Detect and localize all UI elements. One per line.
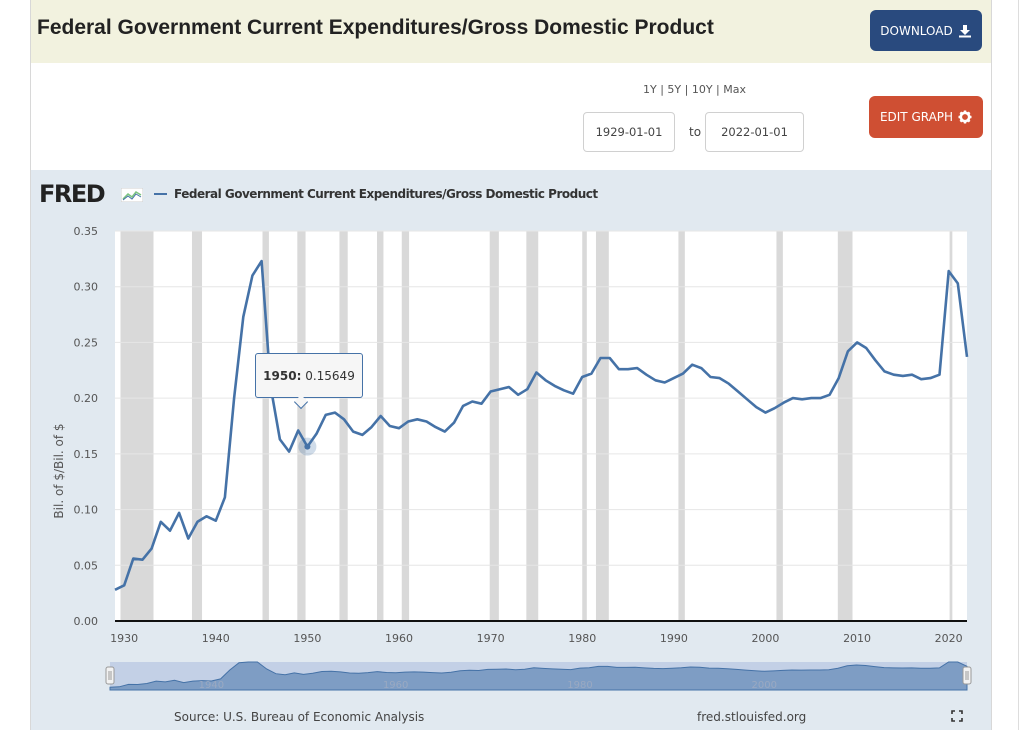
y-tick-label: 0.35 bbox=[74, 225, 99, 238]
x-tick-label: 1930 bbox=[110, 632, 138, 645]
y-tick-label: 0.15 bbox=[74, 448, 99, 461]
recession-band bbox=[297, 231, 306, 621]
tooltip-value: 0.15649 bbox=[305, 368, 355, 383]
download-icon bbox=[958, 24, 971, 37]
navigator-label: 2000 bbox=[752, 680, 777, 691]
x-tick-label: 2000 bbox=[751, 632, 779, 645]
legend-label: Federal Government Current Expenditures/… bbox=[174, 187, 598, 201]
y-tick-label: 0.05 bbox=[74, 559, 99, 572]
y-tick-label: 0.25 bbox=[74, 336, 99, 349]
navigator-label: 1960 bbox=[383, 680, 408, 691]
range-links[interactable]: 1Y | 5Y | 10Y | Max bbox=[643, 83, 746, 96]
edit-graph-button-label: EDIT GRAPH bbox=[879, 110, 954, 124]
navigator-area bbox=[109, 661, 968, 691]
x-tick-label: 1970 bbox=[477, 632, 505, 645]
to-label: to bbox=[689, 125, 702, 139]
recession-band bbox=[191, 231, 203, 621]
graph-panel: Federal Government Current Expenditures/… bbox=[30, 0, 992, 730]
x-tick-label: 1960 bbox=[385, 632, 413, 645]
page-title: Federal Government Current Expenditures/… bbox=[37, 16, 714, 39]
recession-band bbox=[339, 231, 348, 621]
navigator-handle[interactable] bbox=[962, 666, 972, 685]
recession-band bbox=[595, 231, 609, 621]
tooltip: 1950: 0.15649 bbox=[255, 353, 363, 398]
navigator-label: 1940 bbox=[199, 680, 224, 691]
plot-background bbox=[115, 231, 967, 621]
legend[interactable]: Federal Government Current Expenditures/… bbox=[154, 187, 598, 201]
navigator-label: 1980 bbox=[567, 680, 592, 691]
download-button-label: DOWNLOAD bbox=[880, 23, 953, 38]
y-axis-label-text: Bil. of $/Bil. of $ bbox=[52, 423, 66, 519]
recession-band bbox=[262, 231, 269, 621]
source-text: Source: U.S. Bureau of Economic Analysis bbox=[174, 710, 425, 724]
navigator-handle[interactable] bbox=[105, 666, 115, 685]
recession-band bbox=[377, 231, 384, 621]
start-date-input[interactable]: 1929-01-01 bbox=[583, 112, 675, 152]
recession-band bbox=[582, 231, 587, 621]
title-bar: Federal Government Current Expenditures/… bbox=[31, 0, 991, 63]
y-tick-label: 0.00 bbox=[74, 615, 99, 628]
chart-area: 0.00 0.05 0.10 0.15 0.20 0.25 0.30 0.35 1930 1940… bbox=[31, 170, 991, 730]
recession-band bbox=[678, 231, 685, 621]
y-tick-label: 0.10 bbox=[74, 504, 99, 517]
page-divider bbox=[1018, 0, 1019, 730]
recession-band bbox=[949, 231, 953, 621]
x-tick-label: 2010 bbox=[843, 632, 871, 645]
fullscreen-icon[interactable] bbox=[951, 710, 963, 722]
y-tick-label: 0.30 bbox=[74, 281, 99, 294]
end-date-input[interactable]: 2022-01-01 bbox=[705, 112, 804, 152]
site-link[interactable]: fred.stlouisfed.org bbox=[697, 710, 807, 724]
recession-band bbox=[401, 231, 410, 621]
series-line bbox=[114, 259, 969, 591]
x-tick-label: 1990 bbox=[660, 632, 688, 645]
recession-band bbox=[120, 231, 154, 621]
hover-point[interactable] bbox=[304, 443, 311, 450]
x-tick-label: 1950 bbox=[293, 632, 321, 645]
fred-logo: FRED bbox=[39, 180, 106, 208]
gear-icon bbox=[958, 110, 972, 124]
recession-band bbox=[526, 231, 539, 621]
x-tick-label: 1980 bbox=[568, 632, 596, 645]
download-button[interactable]: DOWNLOAD bbox=[870, 10, 982, 51]
y-tick-label: 0.20 bbox=[74, 392, 99, 405]
recession-band bbox=[837, 231, 853, 621]
legend-swatch bbox=[154, 193, 167, 195]
line-chart: 0.00 0.05 0.10 0.15 0.20 0.25 0.30 0.35 1930 1940… bbox=[74, 225, 972, 691]
x-tick-label: 1940 bbox=[202, 632, 230, 645]
edit-graph-button[interactable]: EDIT GRAPH bbox=[869, 96, 983, 138]
x-tick-label: 2020 bbox=[935, 632, 963, 645]
fred-logo-chart-icon bbox=[121, 188, 143, 202]
recession-band bbox=[776, 231, 783, 621]
recession-band bbox=[489, 231, 499, 621]
tooltip-year: 1950: bbox=[263, 368, 302, 383]
